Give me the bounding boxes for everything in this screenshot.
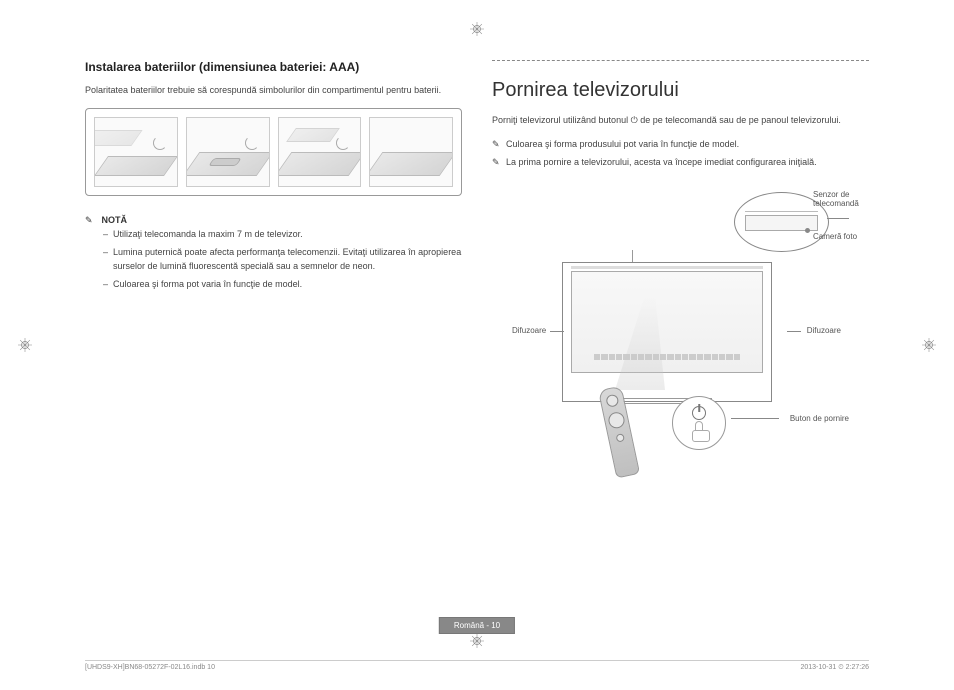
footer-timestamp: 2013-10-31 ⏲ 2:27:26 [800, 664, 869, 672]
print-footer: [UHDS9-XH]BN68-05272F-02L16.indb 10 2013… [85, 660, 869, 672]
power-press-detail [672, 396, 726, 450]
note-item: Culoarea şi forma pot varia în funcţie d… [103, 278, 462, 292]
note-item: Utilizaţi telecomanda la maxim 7 m de te… [103, 228, 462, 242]
footer-filename: [UHDS9-XH]BN68-05272F-02L16.indb 10 [85, 664, 215, 672]
section-divider [492, 60, 869, 61]
note-list: Utilizaţi telecomanda la maxim 7 m de te… [85, 228, 462, 292]
power-on-title: Pornirea televizorului [492, 73, 869, 102]
battery-install-title: Instalarea bateriilor (dimensiunea bater… [85, 60, 462, 74]
label-camera: Cameră foto [813, 232, 871, 242]
note-item: Lumina puternică poate afecta performanţ… [103, 246, 462, 273]
registration-mark-icon [470, 22, 484, 36]
power-icon [692, 406, 706, 420]
registration-mark-icon [18, 338, 32, 352]
battery-install-intro: Polaritatea bateriilor trebuie să coresp… [85, 84, 462, 98]
right-column: Pornirea televizorului Porniţi televizor… [492, 60, 869, 482]
tv-illustration [562, 262, 772, 402]
note-header: ✎NOTĂ [85, 210, 462, 228]
battery-step-3 [278, 117, 362, 187]
registration-mark-icon [922, 338, 936, 352]
label-sensor: Senzor de telecomandă [813, 190, 871, 209]
label-speaker-left: Difuzoare [512, 326, 546, 336]
left-column: Instalarea bateriilor (dimensiunea bater… [85, 60, 462, 482]
battery-step-4 [369, 117, 453, 187]
bullet-item: La prima pornire a televizorului, acesta… [492, 156, 869, 170]
power-on-bullets: Culoarea şi forma produsului pot varia î… [492, 138, 869, 170]
battery-diagram [85, 108, 462, 196]
finger-icon [695, 421, 703, 439]
battery-step-1 [94, 117, 178, 187]
power-on-intro: Porniţi televizorul utilizând butonul ⏻ … [492, 114, 869, 128]
bullet-item: Culoarea şi forma produsului pot varia î… [492, 138, 869, 152]
page-number-badge: Română - 10 [439, 617, 515, 634]
label-power-button: Buton de pornire [790, 414, 849, 424]
battery-step-2 [186, 117, 270, 187]
tv-diagram: Senzor de telecomandă Cameră foto Difuzo… [492, 182, 869, 482]
label-speaker-right: Difuzoare [807, 326, 841, 336]
